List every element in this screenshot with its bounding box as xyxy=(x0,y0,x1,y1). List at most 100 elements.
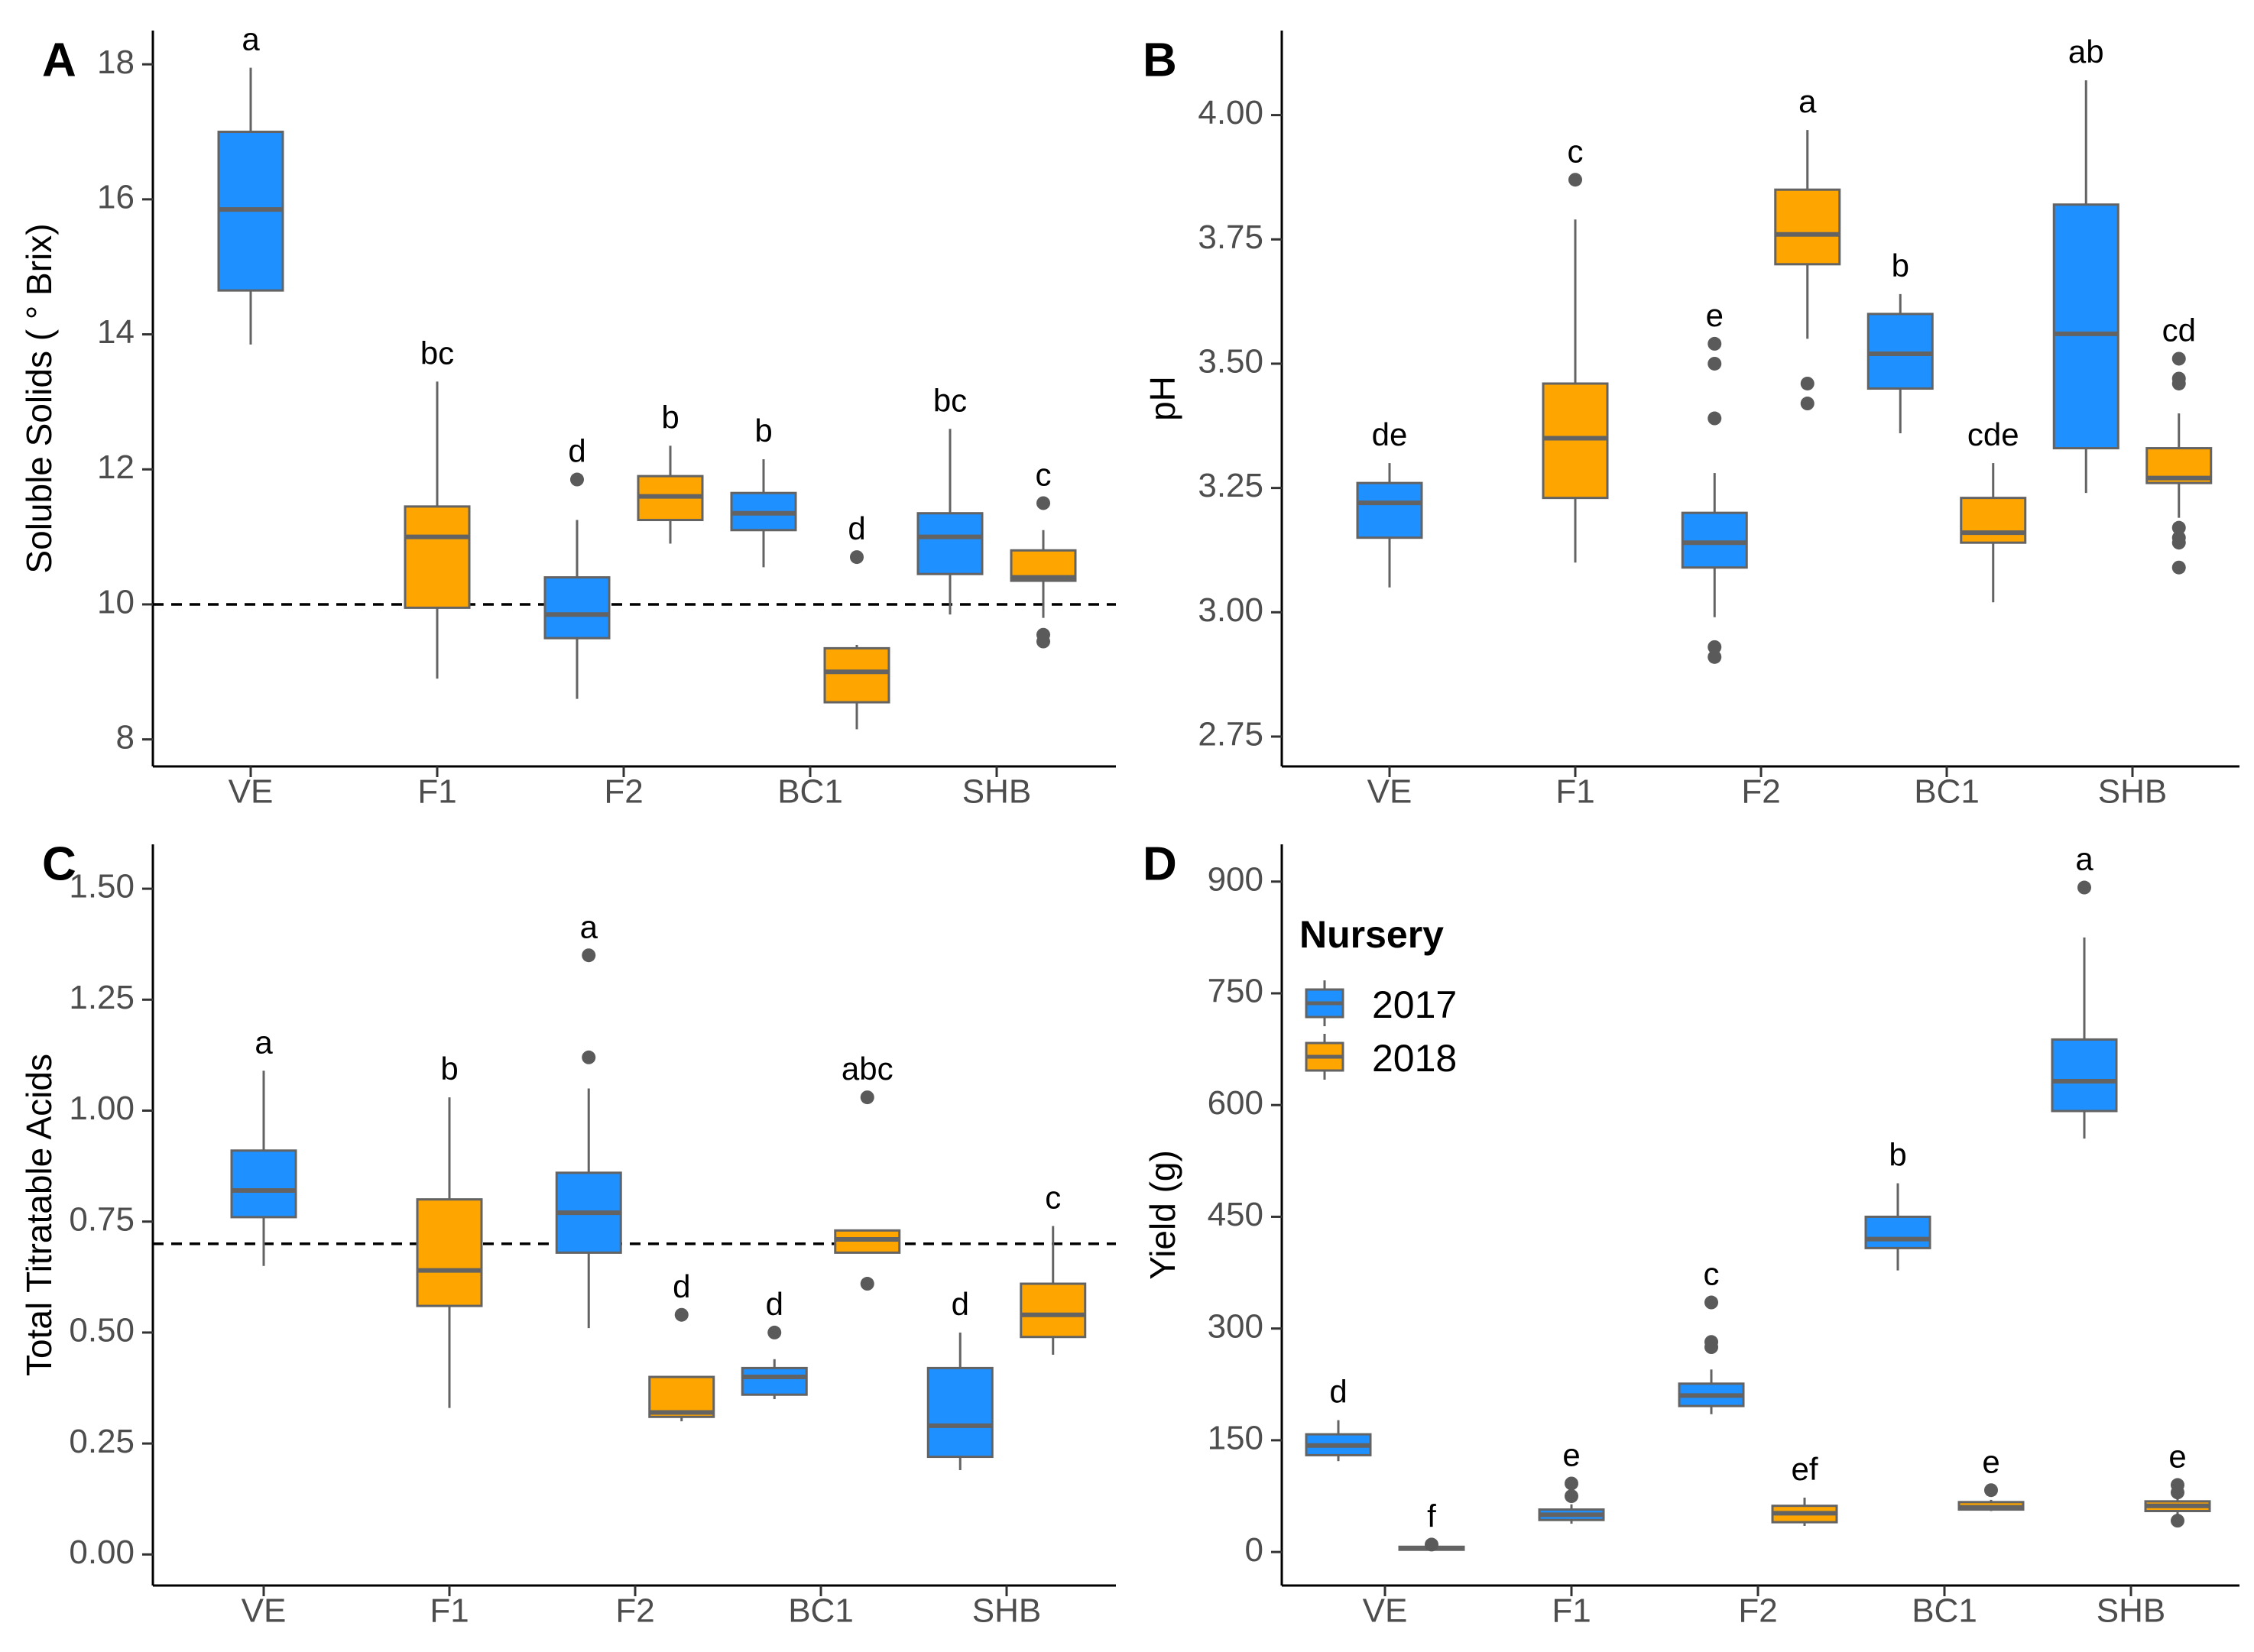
box-shb-2017: a xyxy=(2051,841,2118,1139)
significance-letter: c xyxy=(1568,133,1584,169)
box-outlier xyxy=(1565,1489,1578,1504)
box-f2-2017: a xyxy=(555,909,622,1329)
box-outlier xyxy=(1708,640,1722,654)
panel-letter: D xyxy=(1143,837,1177,890)
box-ve-2017: a xyxy=(230,1024,297,1266)
box-body xyxy=(741,1366,808,1396)
x-tick-label: F2 xyxy=(1741,773,1780,811)
legend: Nursery 2017 2018 xyxy=(1299,913,1457,1080)
box-outlier xyxy=(1036,496,1050,510)
x-tick-label: BC1 xyxy=(777,773,843,811)
legend-item-2018: 2018 xyxy=(1305,1034,1457,1080)
y-tick-label: 0.75 xyxy=(69,1200,135,1238)
x-tick-label: F1 xyxy=(1552,1592,1591,1630)
box-outlier xyxy=(1568,173,1582,187)
box-body xyxy=(1866,313,1934,390)
significance-letter: e xyxy=(2168,1438,2186,1474)
significance-letter: d xyxy=(568,433,585,469)
box-body xyxy=(1774,188,1841,266)
y-tick-label: 450 xyxy=(1208,1196,1263,1233)
box-shb-2018: e xyxy=(2144,1438,2211,1528)
significance-letter: b xyxy=(661,399,679,435)
box-body xyxy=(543,576,611,640)
box-body xyxy=(230,1149,297,1219)
box-outlier xyxy=(1036,634,1050,649)
box-shb-2018: c xyxy=(1020,1180,1087,1355)
y-tick-label: 12 xyxy=(97,449,135,486)
box-f2-2018: ef xyxy=(1771,1451,1838,1527)
significance-letter: a xyxy=(1798,83,1817,119)
box-outlier xyxy=(1800,376,1815,390)
x-tick-label: VE xyxy=(1367,773,1412,811)
panel-letter: A xyxy=(42,34,76,86)
x-tick-label: SHB xyxy=(2098,773,2167,811)
box-body xyxy=(1864,1215,1931,1249)
box-bc1-2017: b xyxy=(730,413,797,568)
box-ve-2017: d xyxy=(1305,1374,1372,1462)
box-outlier xyxy=(850,550,864,565)
box-f1-2018: b xyxy=(416,1051,483,1408)
y-tick-label: 14 xyxy=(97,313,135,351)
x-tick-label: F1 xyxy=(430,1592,469,1630)
significance-letter: ef xyxy=(1791,1451,1818,1487)
box-outlier xyxy=(1708,356,1722,371)
significance-letter: f xyxy=(1427,1498,1436,1534)
x-tick-label: BC1 xyxy=(1914,773,1980,811)
y-tick-label: 0.25 xyxy=(69,1423,135,1460)
y-tick-label: 0.50 xyxy=(69,1312,135,1349)
box-outlier xyxy=(1704,1340,1718,1355)
box-shb-2017: bc xyxy=(916,382,984,615)
y-tick-label: 750 xyxy=(1208,973,1263,1010)
x-tick-label: F2 xyxy=(615,1592,654,1630)
box-outlier xyxy=(860,1277,874,1291)
box-bc1-2018: e xyxy=(1957,1443,2025,1511)
box-outlier xyxy=(582,948,596,963)
y-tick-label: 18 xyxy=(97,44,135,81)
box-outlier xyxy=(1565,1476,1578,1491)
box-body xyxy=(1542,382,1609,500)
y-tick-label: 3.00 xyxy=(1198,591,1263,629)
x-tick-label: SHB xyxy=(962,773,1031,811)
significance-letter: d xyxy=(1329,1374,1347,1410)
legend-item-2017: 2017 xyxy=(1305,980,1457,1026)
box-outlier xyxy=(1708,336,1722,351)
y-tick-label: 8 xyxy=(116,718,135,756)
x-tick-label: VE xyxy=(1363,1592,1408,1630)
box-outlier xyxy=(1984,1483,1998,1498)
x-tick-label: BC1 xyxy=(1912,1592,1977,1630)
box-body xyxy=(916,512,984,575)
box-outlier xyxy=(674,1307,689,1322)
box-bc1-2017: b xyxy=(1864,1137,1931,1271)
box-shb-2018: c xyxy=(1010,457,1077,649)
x-tick-label: VE xyxy=(242,1592,287,1630)
box-ve-2018: f xyxy=(1398,1498,1465,1552)
y-tick-label: 1.50 xyxy=(69,868,135,905)
legend-label-2018: 2018 xyxy=(1372,1037,1457,1080)
y-axis-title: pH xyxy=(1143,376,1182,421)
box-outlier xyxy=(2171,376,2186,390)
significance-letter: de xyxy=(1372,416,1408,452)
significance-letter: d xyxy=(848,510,865,546)
box-ve-2017: a xyxy=(217,21,284,345)
box-outlier xyxy=(1708,411,1722,426)
panels: A Soluble Solids ( ° Brix) 8 10 12 14 16 18 VE F1… xyxy=(19,21,2239,1630)
box-f1-2018: c xyxy=(1542,133,1609,563)
significance-letter: b xyxy=(1892,248,1909,283)
box-f2-2018: d xyxy=(648,1268,715,1422)
legend-title: Nursery xyxy=(1299,913,1444,956)
box-body xyxy=(416,1198,483,1307)
y-tick-label: 150 xyxy=(1208,1420,1263,1457)
y-tick-label: 16 xyxy=(97,178,135,215)
box-bc1-2018: cde xyxy=(1960,416,2027,603)
significance-letter: c xyxy=(1036,457,1052,493)
box-outlier xyxy=(2171,351,2186,366)
box-outlier xyxy=(2077,880,2091,895)
box-bc1-2017: b xyxy=(1866,248,1934,434)
y-tick-label: 300 xyxy=(1208,1307,1263,1345)
y-tick-label: 4.00 xyxy=(1198,94,1263,131)
box-f1-2017: e xyxy=(1538,1437,1605,1524)
y-axis-title: Soluble Solids ( ° Brix) xyxy=(19,223,59,573)
x-tick-label: F1 xyxy=(417,773,456,811)
box-ve-2017: de xyxy=(1356,416,1423,588)
